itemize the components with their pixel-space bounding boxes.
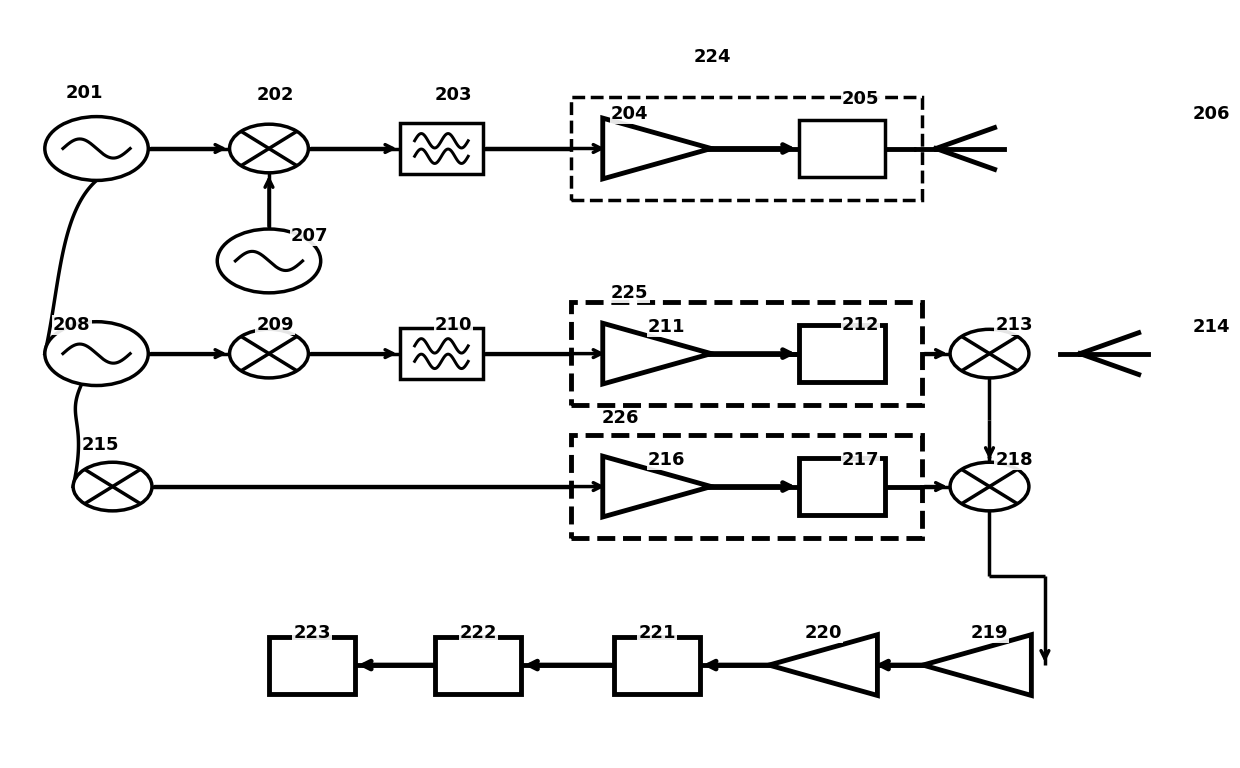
Bar bbox=[570, 303, 921, 405]
Bar bbox=[269, 637, 355, 694]
Text: 208: 208 bbox=[53, 316, 91, 334]
Circle shape bbox=[73, 462, 153, 511]
Circle shape bbox=[45, 322, 149, 386]
Circle shape bbox=[229, 124, 309, 173]
Text: 206: 206 bbox=[1193, 105, 1230, 124]
Text: 223: 223 bbox=[294, 624, 331, 642]
Text: 224: 224 bbox=[693, 48, 732, 66]
Bar bbox=[435, 637, 522, 694]
Bar bbox=[399, 328, 484, 379]
Text: 215: 215 bbox=[82, 435, 119, 454]
Text: 217: 217 bbox=[842, 451, 879, 469]
Text: 209: 209 bbox=[257, 316, 294, 334]
Circle shape bbox=[950, 329, 1029, 378]
Polygon shape bbox=[603, 323, 712, 384]
Text: 219: 219 bbox=[971, 624, 1008, 642]
Text: 204: 204 bbox=[611, 105, 649, 124]
Text: 222: 222 bbox=[460, 624, 497, 642]
Text: 218: 218 bbox=[996, 451, 1033, 469]
Bar bbox=[799, 325, 885, 382]
Text: 216: 216 bbox=[649, 451, 686, 469]
Bar bbox=[399, 123, 484, 174]
Circle shape bbox=[950, 462, 1029, 511]
Text: 201: 201 bbox=[66, 84, 103, 102]
Polygon shape bbox=[923, 634, 1032, 696]
Text: 203: 203 bbox=[435, 86, 472, 104]
Bar bbox=[570, 435, 921, 538]
Bar bbox=[570, 98, 921, 200]
Text: 202: 202 bbox=[257, 86, 294, 104]
Text: 210: 210 bbox=[435, 316, 472, 334]
Text: 214: 214 bbox=[1193, 318, 1230, 336]
Text: 207: 207 bbox=[291, 227, 329, 245]
Circle shape bbox=[229, 329, 309, 378]
Bar bbox=[614, 637, 701, 694]
Polygon shape bbox=[603, 456, 712, 517]
Text: 213: 213 bbox=[996, 316, 1033, 334]
Text: 221: 221 bbox=[639, 624, 676, 642]
Bar bbox=[799, 120, 885, 177]
Text: 225: 225 bbox=[611, 284, 649, 302]
Circle shape bbox=[45, 117, 149, 180]
Text: 220: 220 bbox=[805, 624, 842, 642]
Text: 212: 212 bbox=[842, 316, 879, 334]
Circle shape bbox=[217, 229, 321, 293]
Text: 211: 211 bbox=[649, 318, 686, 336]
Polygon shape bbox=[769, 634, 878, 696]
Text: 205: 205 bbox=[842, 90, 879, 108]
Bar bbox=[799, 458, 885, 515]
Text: 226: 226 bbox=[601, 409, 639, 427]
Polygon shape bbox=[603, 118, 712, 179]
